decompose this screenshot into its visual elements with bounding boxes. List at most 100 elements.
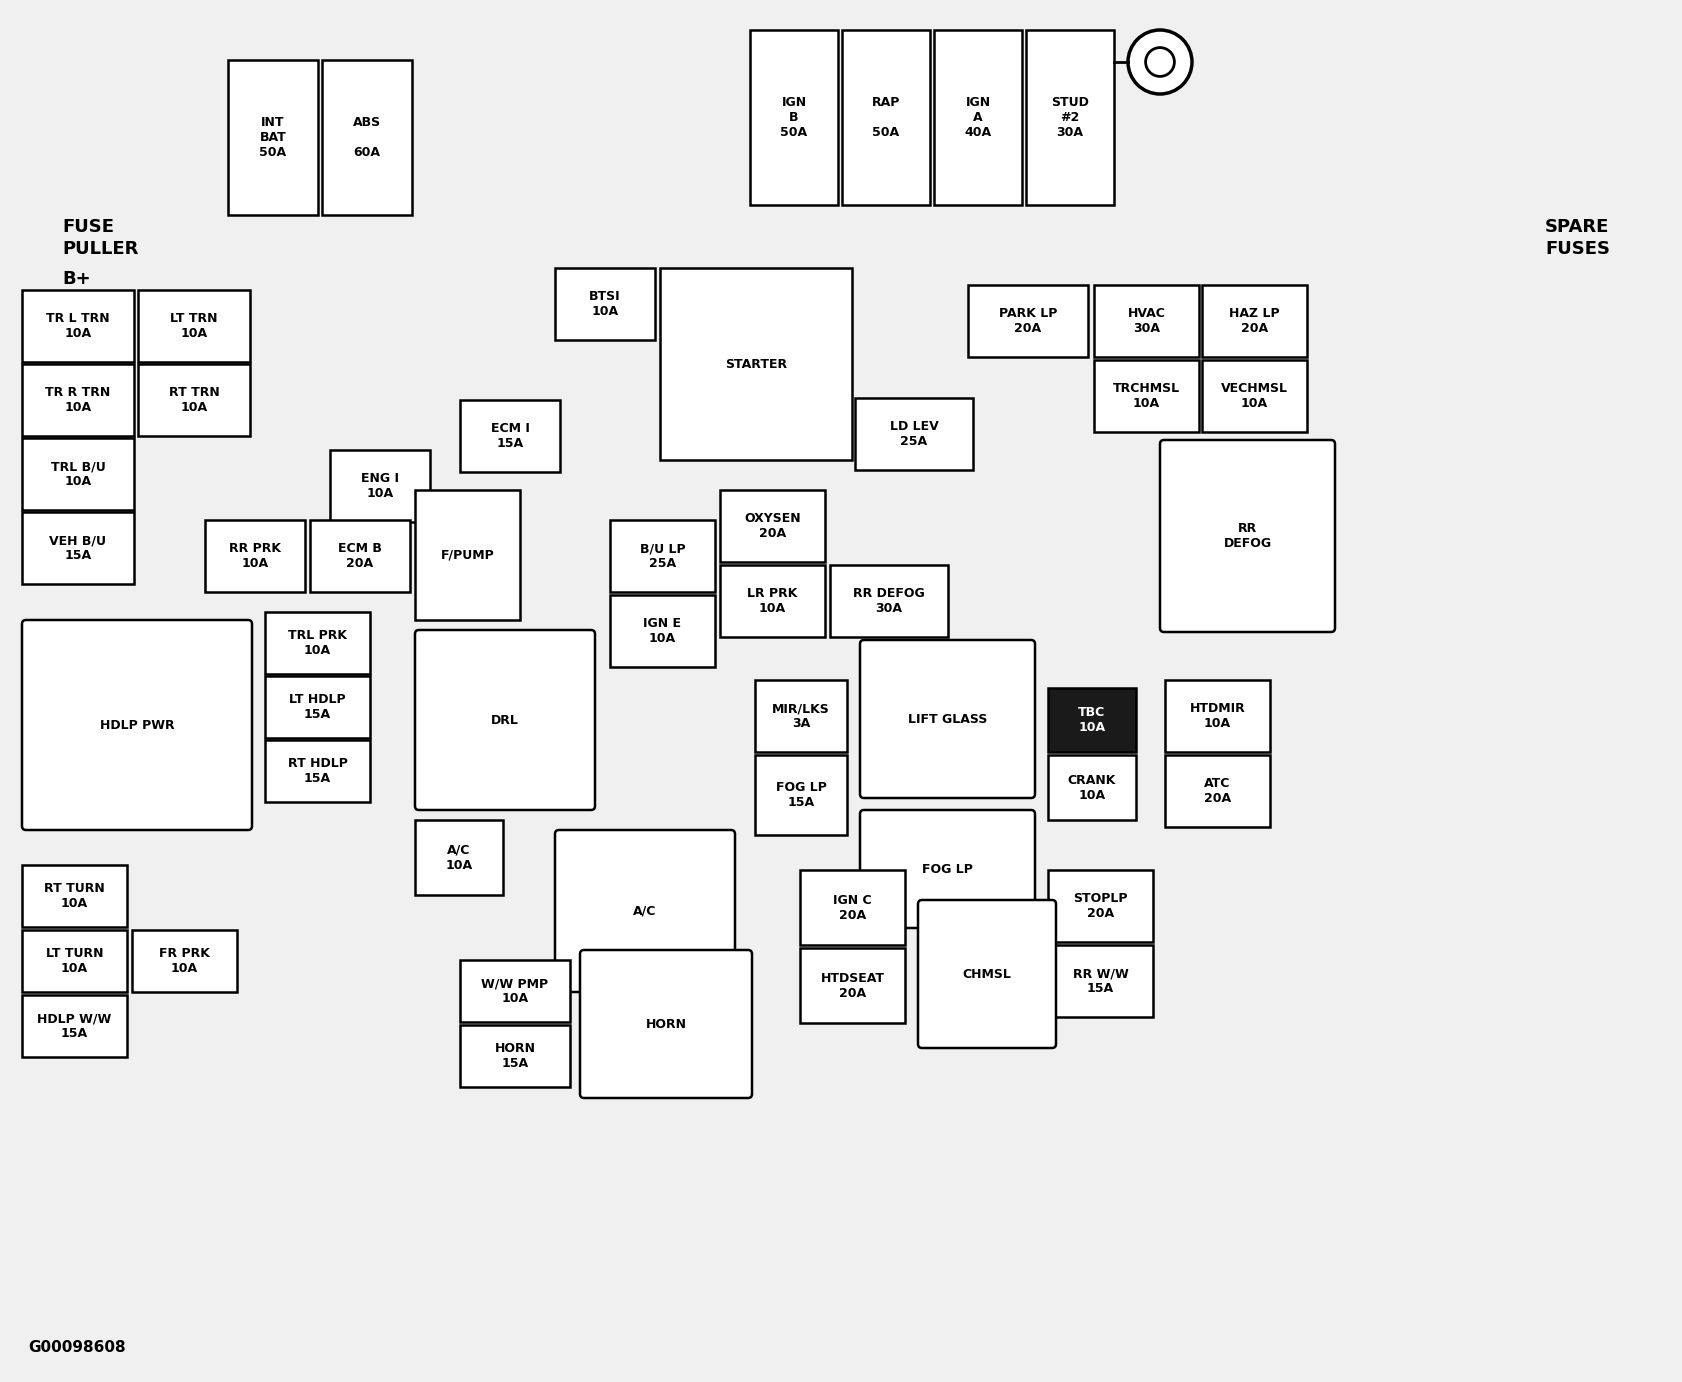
Bar <box>1166 680 1270 752</box>
Bar <box>555 268 654 340</box>
Text: TRL B/U
10A: TRL B/U 10A <box>50 460 106 488</box>
Text: W/W PMP
10A: W/W PMP 10A <box>481 977 548 1005</box>
Text: LT TRN
10A: LT TRN 10A <box>170 312 217 340</box>
Bar <box>22 865 128 927</box>
Text: A/C: A/C <box>634 904 656 918</box>
Bar <box>611 520 715 591</box>
Text: RR PRK
10A: RR PRK 10A <box>229 542 281 569</box>
Text: PARK LP
20A: PARK LP 20A <box>999 307 1058 334</box>
Text: ECM B
20A: ECM B 20A <box>338 542 382 569</box>
Bar <box>138 363 251 435</box>
Text: FOG LP: FOG LP <box>922 862 972 876</box>
Text: RT TRN
10A: RT TRN 10A <box>168 386 219 415</box>
Bar <box>22 438 135 510</box>
Bar <box>1048 755 1135 820</box>
Text: STARTER: STARTER <box>725 358 787 370</box>
Bar <box>309 520 410 591</box>
Bar <box>829 565 949 637</box>
Text: LR PRK
10A: LR PRK 10A <box>747 587 797 615</box>
Bar <box>969 285 1088 357</box>
Bar <box>415 820 503 896</box>
Text: HTDMIR
10A: HTDMIR 10A <box>1189 702 1245 730</box>
Text: LT TURN
10A: LT TURN 10A <box>45 947 103 974</box>
Bar <box>266 739 370 802</box>
Bar <box>1026 30 1113 205</box>
Bar <box>131 930 237 992</box>
Bar <box>1093 285 1199 357</box>
Text: FR PRK
10A: FR PRK 10A <box>160 947 210 974</box>
Text: VEH B/U
15A: VEH B/U 15A <box>49 533 106 562</box>
Text: A/C
10A: A/C 10A <box>446 843 473 872</box>
Text: FOG LP
15A: FOG LP 15A <box>775 781 826 808</box>
FancyBboxPatch shape <box>555 831 735 992</box>
FancyBboxPatch shape <box>860 810 1034 927</box>
Bar <box>22 995 128 1057</box>
Bar <box>1203 359 1307 433</box>
Bar <box>266 612 370 674</box>
Bar <box>854 398 972 470</box>
Text: ENG I
10A: ENG I 10A <box>362 473 399 500</box>
Bar <box>843 30 930 205</box>
Text: HDLP W/W
15A: HDLP W/W 15A <box>37 1012 111 1041</box>
Text: RR W/W
15A: RR W/W 15A <box>1073 967 1129 995</box>
Text: IGN
B
50A: IGN B 50A <box>780 95 807 140</box>
Text: RR
DEFOG: RR DEFOG <box>1223 522 1272 550</box>
Bar <box>22 930 128 992</box>
Text: ABS

60A: ABS 60A <box>353 116 382 159</box>
Text: HAZ LP
20A: HAZ LP 20A <box>1230 307 1280 334</box>
Text: LIFT GLASS: LIFT GLASS <box>908 713 987 726</box>
Text: TR L TRN
10A: TR L TRN 10A <box>45 312 109 340</box>
Bar <box>205 520 304 591</box>
Bar <box>1203 285 1307 357</box>
Text: HVAC
30A: HVAC 30A <box>1127 307 1166 334</box>
Bar <box>755 755 848 835</box>
Bar <box>330 451 431 522</box>
Text: F/PUMP: F/PUMP <box>441 549 495 561</box>
FancyBboxPatch shape <box>1161 439 1336 632</box>
Bar <box>459 960 570 1023</box>
Text: DRL: DRL <box>491 713 520 727</box>
FancyBboxPatch shape <box>22 621 252 831</box>
Text: MIR/LKS
3A: MIR/LKS 3A <box>772 702 829 730</box>
Bar <box>720 491 824 562</box>
Bar <box>1166 755 1270 826</box>
Text: RR DEFOG
30A: RR DEFOG 30A <box>853 587 925 615</box>
Bar <box>801 948 905 1023</box>
Text: OXYSEN
20A: OXYSEN 20A <box>743 511 801 540</box>
Text: RAP

50A: RAP 50A <box>871 95 900 140</box>
Text: TR R TRN
10A: TR R TRN 10A <box>45 386 111 415</box>
Bar <box>1093 359 1199 433</box>
Bar <box>1048 871 1152 943</box>
Bar <box>1048 945 1152 1017</box>
Bar <box>415 491 520 621</box>
Bar <box>934 30 1023 205</box>
Bar <box>459 1025 570 1088</box>
Bar <box>459 399 560 473</box>
Bar <box>229 59 318 216</box>
Text: IGN E
10A: IGN E 10A <box>644 616 681 645</box>
Text: STOPLP
20A: STOPLP 20A <box>1073 891 1127 920</box>
Circle shape <box>1145 47 1174 76</box>
Bar <box>22 363 135 435</box>
Text: HDLP PWR: HDLP PWR <box>99 719 175 731</box>
Bar <box>611 596 715 668</box>
Text: HORN: HORN <box>646 1017 686 1031</box>
FancyBboxPatch shape <box>415 630 595 810</box>
Text: TRCHMSL
10A: TRCHMSL 10A <box>1113 381 1181 410</box>
Text: INT
BAT
50A: INT BAT 50A <box>259 116 286 159</box>
Text: HORN
15A: HORN 15A <box>495 1042 535 1070</box>
Text: RT TURN
10A: RT TURN 10A <box>44 882 104 909</box>
Text: RT HDLP
15A: RT HDLP 15A <box>288 757 348 785</box>
Text: IGN
A
40A: IGN A 40A <box>964 95 992 140</box>
Text: B/U LP
25A: B/U LP 25A <box>639 542 685 569</box>
Bar <box>138 290 251 362</box>
Text: ECM I
15A: ECM I 15A <box>491 422 530 451</box>
Bar <box>750 30 838 205</box>
Text: CHMSL: CHMSL <box>962 967 1011 980</box>
Text: TBC
10A: TBC 10A <box>1078 706 1105 734</box>
Text: G00098608: G00098608 <box>29 1341 126 1354</box>
Text: IGN C
20A: IGN C 20A <box>833 894 871 922</box>
Text: FUSE
PULLER: FUSE PULLER <box>62 218 138 258</box>
FancyBboxPatch shape <box>860 640 1034 797</box>
Bar <box>266 676 370 738</box>
